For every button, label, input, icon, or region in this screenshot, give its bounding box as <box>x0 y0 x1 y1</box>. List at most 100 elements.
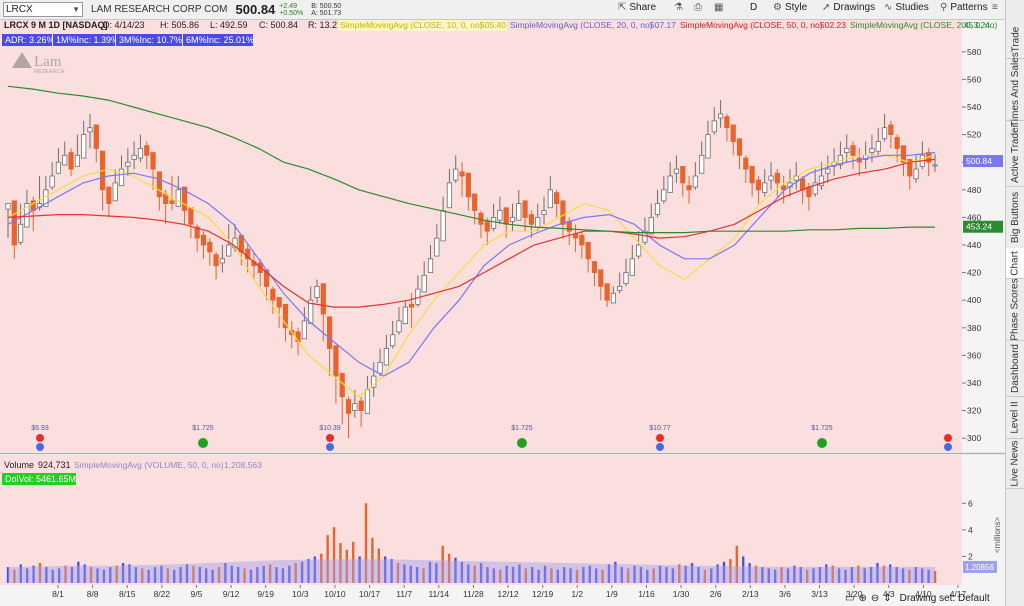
pan-icon[interactable]: ⇕ <box>883 592 892 604</box>
drawings-label: Drawings <box>833 2 876 13</box>
price-tick-label: 400 <box>967 295 981 305</box>
candle-body <box>175 189 181 207</box>
candle-body <box>579 234 585 246</box>
studies-button[interactable]: ∿ Studies <box>884 2 929 13</box>
grid-icon: ▦ <box>714 2 724 13</box>
time-tick-label: 11/7 <box>396 589 412 599</box>
sma20-label[interactable]: SimpleMovingAvg (CLOSE, 20, 0, no) <box>510 20 653 30</box>
tab-big-buttons[interactable]: Big Buttons <box>1006 186 1024 249</box>
patterns-button[interactable]: ⚲ Patterns <box>940 2 988 13</box>
zoom-in-icon[interactable]: ⊕ <box>858 592 867 604</box>
volume-bar <box>141 568 144 583</box>
earnings-detail-icon <box>944 443 952 451</box>
volume-bar <box>863 568 866 583</box>
volume-bar <box>415 567 419 583</box>
candle-body <box>371 375 377 388</box>
volume-bar <box>492 568 496 583</box>
volume-bar <box>518 564 521 583</box>
candle-body <box>799 178 806 191</box>
price-tick-label: 580 <box>967 47 981 57</box>
grid-button[interactable]: ▦ <box>714 2 723 13</box>
volume-bar <box>339 543 342 583</box>
volume-bar <box>690 563 694 583</box>
volume-bar <box>594 568 598 583</box>
candle-body <box>522 200 528 218</box>
volume-bar <box>115 565 118 583</box>
candle-body <box>825 168 831 174</box>
tab-live-news[interactable]: Live News <box>1006 438 1024 489</box>
candle-body <box>661 189 667 202</box>
sma10-label[interactable]: SimpleMovingAvg (CLOSE, 10, 0, no) <box>340 20 483 30</box>
candle-body <box>327 316 333 349</box>
share-icon: ⇱ <box>618 2 627 13</box>
tab-level-ii[interactable]: Level II <box>1006 396 1024 439</box>
candle-body <box>320 283 326 315</box>
time-tick-label: 8/1 <box>52 589 64 599</box>
volume-bar <box>51 569 54 583</box>
chart-svg[interactable]: 5805605405205004804604404204003803603403… <box>0 20 1005 606</box>
earnings-icon <box>656 434 664 442</box>
candle-body <box>654 203 661 216</box>
tab-phase-scores[interactable]: Phase Scores <box>1006 278 1024 341</box>
candle-body <box>345 399 352 414</box>
chevron-down-icon[interactable]: ▼ <box>72 5 80 14</box>
volume-sma-label[interactable]: SimpleMovingAvg (VOLUME, 50, 0, no) <box>74 460 224 470</box>
volume-bar <box>224 563 227 583</box>
tab-trade[interactable]: Trade <box>1006 20 1024 59</box>
candle-body <box>844 147 850 153</box>
candle-body <box>200 234 207 246</box>
volume-bar <box>479 563 483 583</box>
volume-bar <box>742 556 745 583</box>
symbol-value: LRCX <box>6 4 33 15</box>
price-tick-label: 540 <box>967 102 981 112</box>
m3-badge: 3M%Inc: 10.7% <box>119 35 182 45</box>
share-button[interactable]: ⇱ Share <box>618 2 656 13</box>
volume-bar <box>563 567 566 583</box>
cursor-icon: ➚ <box>822 2 831 13</box>
menu-button[interactable]: ≡ <box>992 2 998 13</box>
volume-bar <box>173 569 176 583</box>
sma200-label[interactable]: SimpleMovingAvg (CLOSE, 200, 0, no) <box>850 20 997 30</box>
candle-body <box>68 152 74 170</box>
tab-times-and-sales[interactable]: Times And Sales <box>1006 52 1024 126</box>
candle-body <box>402 306 408 325</box>
candle-body <box>62 154 68 166</box>
volume-bar <box>377 548 380 583</box>
tab-label: Live News <box>1010 439 1022 487</box>
candle-body <box>881 127 888 140</box>
symbol-input[interactable]: LRCX ▼ <box>3 2 83 17</box>
volume-bar <box>32 565 35 583</box>
volume-bar <box>537 569 540 583</box>
drawing-set-label[interactable]: Drawing set: Default <box>899 592 990 604</box>
price-tick-label: 300 <box>967 433 981 443</box>
tab-chart[interactable]: Chart <box>1006 248 1024 279</box>
print-button[interactable]: ⎙ <box>694 2 702 13</box>
style-button[interactable]: ⚙ Style <box>773 2 807 13</box>
volume-bar <box>780 567 783 583</box>
volume-bar <box>805 569 809 583</box>
volume-bar <box>831 565 834 583</box>
price-tick-label: 480 <box>967 185 981 195</box>
time-tick-label: 3/20 <box>846 589 863 599</box>
tab-dashboard[interactable]: Dashboard <box>1006 340 1024 397</box>
sma50-label[interactable]: SimpleMovingAvg (CLOSE, 50, 0, no) <box>680 20 823 30</box>
candle-body <box>888 124 894 136</box>
chart-area[interactable]: 5805605405205004804604404204003803603403… <box>0 20 1005 606</box>
zoom-out-icon[interactable]: ▭ <box>845 592 855 604</box>
drawings-button[interactable]: ➚ Drawings <box>822 2 875 13</box>
sma10-value: 505.40 <box>480 20 506 30</box>
period-button[interactable]: D <box>750 2 757 13</box>
candle-body <box>648 216 654 235</box>
volume-bar <box>147 569 150 583</box>
dolvol-badge-bg <box>2 473 76 485</box>
tab-active-trader[interactable]: Active Trader <box>1006 120 1024 187</box>
event-label: $6.93 <box>31 425 49 432</box>
flask-button[interactable]: ⚗ <box>674 2 683 13</box>
volume-bar <box>345 549 349 583</box>
gear-icon: ⚙ <box>773 2 782 13</box>
last-price-tag-bg <box>963 155 1003 168</box>
adr-badge-bg <box>2 34 52 46</box>
candle-body <box>623 272 629 285</box>
magnify-icon[interactable]: ⊖ <box>870 592 880 604</box>
volume-bar <box>889 564 892 583</box>
